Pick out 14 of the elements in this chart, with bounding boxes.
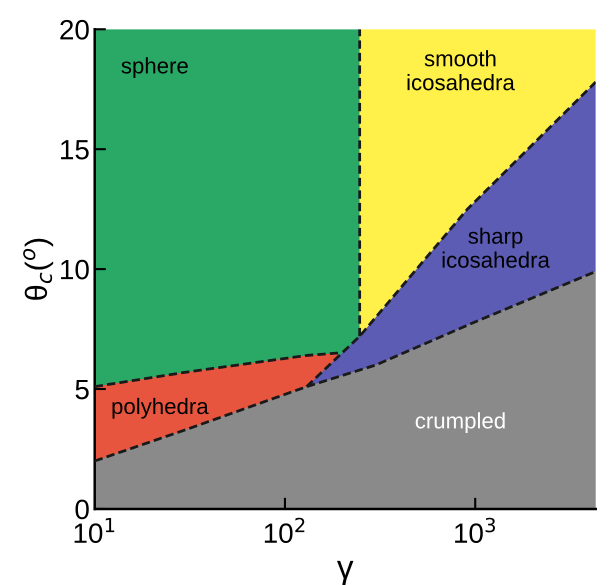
y-axis-title: θ$_{c}$($^{o}$) [23,238,54,300]
y-tick-label: 20 [60,20,89,40]
y-tick-label: 15 [61,140,89,160]
x-tick-label: 10$^{2}$ [264,518,304,544]
annotation: crumpled [416,412,505,433]
annotation: sphere [121,57,188,78]
x-tick-label: 10$^{3}$ [455,518,495,544]
y-tick-label: 10 [61,260,89,280]
annotation: sharp icosahedra [442,228,550,268]
y-tick-label: 0 [75,500,89,520]
annotation: polyhedra [112,398,209,419]
annotation: smooth icosahedra [408,50,515,90]
x-axis-title: γ [336,560,354,585]
y-tick-label: 5 [76,380,89,400]
